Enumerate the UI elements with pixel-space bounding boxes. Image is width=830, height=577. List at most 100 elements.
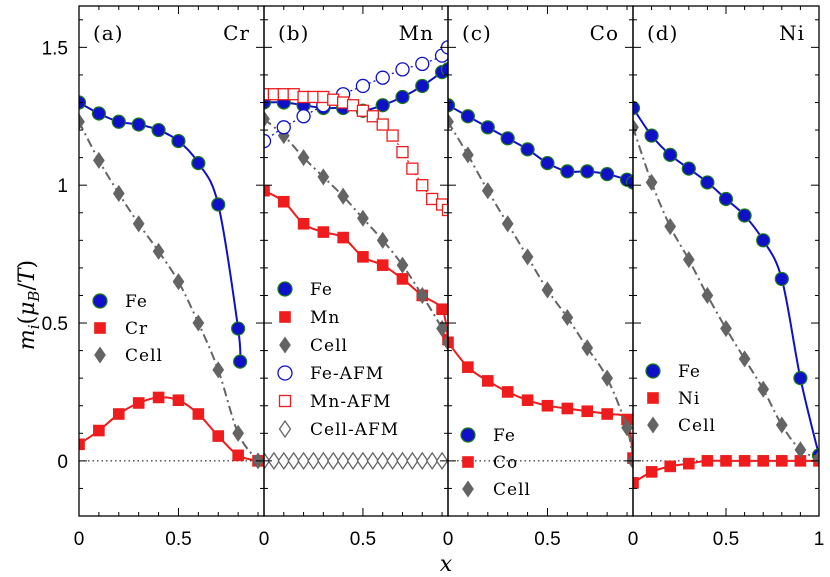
panel-1-series-mn-afm-point-16 [416, 179, 429, 192]
panel-1-legend-marker-fe [277, 281, 293, 297]
panel-0-series-fe-point-4 [151, 122, 166, 138]
panel-2-legend-label-co: Co [493, 453, 518, 473]
panel-0-series-cell-point-6 [192, 314, 205, 332]
panel-0-series-cell-line [79, 121, 259, 462]
panel-2-series-cell-point-0 [448, 113, 454, 131]
panel-0-series-cr-point-5 [172, 394, 185, 407]
panel-0-series-fe-point-7 [211, 197, 226, 212]
panel-3-series-fe-point-9 [793, 371, 808, 386]
panel-0-series-cell-point-5 [172, 273, 185, 291]
xtick-label-0: 0 [74, 529, 85, 550]
panel-3-legend-marker-ni [647, 392, 659, 404]
panel-3-legend-label-fe: Fe [678, 362, 701, 382]
panel-3-series-ni-point-1 [645, 466, 658, 478]
panel-0-frame [78, 5, 265, 517]
panel-1-series-fe-afm-point-2 [296, 109, 311, 124]
panel-3-series-fe-point-2 [663, 147, 678, 162]
panel-1-series-cell-afm-point-7 [326, 451, 340, 471]
panel-2-series-cell-point-7 [581, 339, 594, 357]
xtick-label-3: 0.5 [350, 529, 376, 550]
panel-0-series-fe-point-6 [191, 156, 206, 171]
panel-2-series-fe-point-6 [560, 164, 575, 179]
panel-1-series-cell-point-2 [297, 149, 310, 167]
panel-1-series-mn-point-6 [376, 259, 389, 271]
panel-1-series-mn-point-7 [396, 273, 409, 285]
panel-0-legend-marker-cr [94, 322, 106, 334]
panel-1-label: (b) [278, 21, 309, 45]
y-axis-title: mi(μB/T) [15, 260, 43, 350]
panel-0-series-cr-point-2 [112, 408, 125, 420]
xtick-label-1: 0.5 [165, 529, 191, 550]
panel-2-series-co-point-1 [462, 361, 474, 373]
panel-3-series-fe-line [633, 107, 819, 456]
panel-2-series-cell-point-8 [601, 369, 614, 387]
panel-0-series-cell-point-3 [132, 215, 145, 233]
panel-1-series-mn-line [264, 189, 448, 340]
panel-0-series-cell-point-2 [112, 184, 125, 202]
panel-3-series-fe-point-0 [633, 100, 641, 116]
panel-3-series-fe-point-6 [737, 208, 752, 223]
panel-1-series-fe-afm-point-1 [276, 120, 291, 135]
panel-1-series-cell-point-8 [416, 286, 429, 304]
panel-1-series-cell-point-3 [317, 168, 330, 186]
panel-3-plot-area [633, 100, 819, 489]
panel-2-element-label: Co [590, 21, 619, 45]
panel-1-legend-marker-fe-afm [277, 365, 293, 381]
panel-3-series-cell-point-3 [682, 251, 695, 269]
panel-1-series-fe-afm-point-0 [264, 133, 272, 149]
panel-1-series-mn-point-0 [264, 184, 270, 197]
panel-1-series-cell-afm-point-2 [277, 451, 291, 471]
panel-0-plot-area [79, 95, 264, 470]
panel-1-legend-marker-cell-afm [278, 419, 292, 439]
panel-3-series-ni-point-5 [720, 455, 732, 467]
panel-3-series-ni-point-6 [738, 455, 751, 467]
panel-2-series-fe-point-5 [540, 156, 555, 171]
panel-0-element-label: Cr [223, 21, 250, 45]
panel-2-series-fe-point-7 [580, 164, 595, 179]
panel-3-series-cell-line [633, 126, 819, 460]
xtick-label-6: 0 [628, 529, 639, 550]
panel-1-series-cell-afm-point-4 [297, 451, 310, 471]
panel-0-series-cr-point-3 [132, 397, 145, 409]
panel-3-series-ni-point-4 [701, 455, 714, 467]
panel-0-series-fe-point-9 [233, 354, 248, 369]
panel-0-series-fe-point-3 [131, 117, 146, 132]
panel-1-legend-label-mn-afm: Mn-AFM [310, 392, 392, 412]
panel-2-label: (c) [462, 21, 492, 45]
panel-2-series-cell-point-1 [462, 146, 474, 164]
panel-3-series-fe-point-5 [718, 191, 734, 207]
panel-3-series-cell-point-6 [738, 350, 751, 368]
panel-1-plot-area [264, 40, 448, 471]
panel-1-legend-marker-mn-afm [278, 394, 292, 408]
panel-2-series-co-point-4 [521, 394, 534, 407]
panel-1-series-cell-afm-point-8 [336, 451, 350, 471]
panel-1-legend-marker-mn [279, 311, 291, 323]
panel-0-label: (a) [93, 21, 124, 45]
panel-0-legend-marker-cell [94, 346, 106, 364]
panel-1-legend-label-cell: Cell [310, 336, 348, 356]
panel-1-series-fe-afm-point-5 [355, 78, 371, 94]
panel-0-series-cell-point-7 [212, 361, 225, 379]
panel-1-series-fe-afm-point-7 [395, 62, 410, 77]
panel-1-legend-label-fe-afm: Fe-AFM [310, 364, 384, 384]
panel-1-legend-label-fe: Fe [310, 280, 333, 300]
panel-3-series-cell-point-2 [664, 218, 677, 236]
panel-2-series-co-point-3 [501, 386, 514, 398]
panel-0-legend-label-cr: Cr [125, 319, 148, 339]
panel-1-series-cell-afm-point-12 [376, 451, 389, 471]
xtick-label-8: 1 [814, 529, 825, 550]
panel-3-series-ni-point-0 [633, 477, 639, 489]
panel-0-series-cr-line [79, 396, 259, 462]
panel-3-series-fe-point-3 [681, 161, 696, 176]
panel-3-label: (d) [647, 21, 678, 45]
panel-0-series-cr-point-8 [232, 449, 244, 462]
panel-3-series-cell-point-10 [813, 449, 819, 467]
panel-3-series-cell-point-5 [720, 320, 732, 338]
panel-1-series-cell-afm-point-14 [396, 451, 409, 471]
xtick-label-2: 0 [259, 529, 270, 550]
panel-3-series-ni-point-3 [682, 457, 695, 470]
ytick-label-3: 1.5 [42, 38, 68, 59]
panel-0-series-cr-point-4 [152, 391, 165, 404]
ytick-label-0: 0 [57, 452, 68, 473]
panel-0-series-cr-point-7 [212, 430, 225, 442]
